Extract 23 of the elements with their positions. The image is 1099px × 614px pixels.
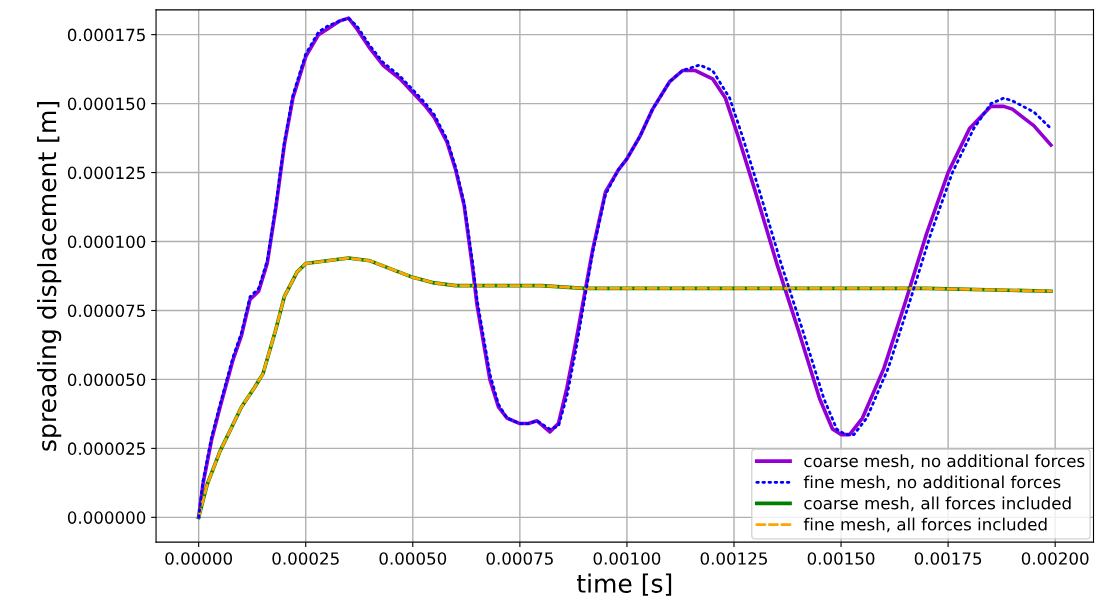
y-tick-label: 0.000125 [67,166,145,180]
x-tick-label: 0.00050 [379,552,447,565]
x-axis-title: time [s] [576,573,672,596]
x-tick-label: 0.00175 [914,552,982,565]
x-tick-label: 0.00200 [1021,552,1089,565]
x-tick-label: 0.00100 [593,552,661,565]
x-tick-label: 0.00125 [700,552,767,565]
legend-label: coarse mesh, all forces included [804,496,1071,512]
y-tick-label: 0.000000 [67,511,146,524]
legend-label: fine mesh, all forces included [803,517,1047,533]
x-tick-label: 0.00150 [807,552,875,565]
y-tick-label: 0.000150 [67,97,146,111]
y-tick-label: 0.000100 [67,235,146,249]
y-tick-label: 0.000175 [67,28,145,42]
y-tick-label: 0.000025 [67,442,145,455]
y-tick-label: 0.000075 [67,304,145,318]
x-tick-label: 0.00075 [486,552,553,565]
legend-label: fine mesh, no additional forces [803,475,1061,491]
x-tick-label: 0.00000 [165,552,233,565]
y-tick-label: 0.000050 [67,373,146,386]
y-axis-title: spreading displacement [m] [37,102,62,451]
legend-label: coarse mesh, no additional forces [804,454,1085,469]
x-tick-label: 0.00025 [272,552,339,565]
